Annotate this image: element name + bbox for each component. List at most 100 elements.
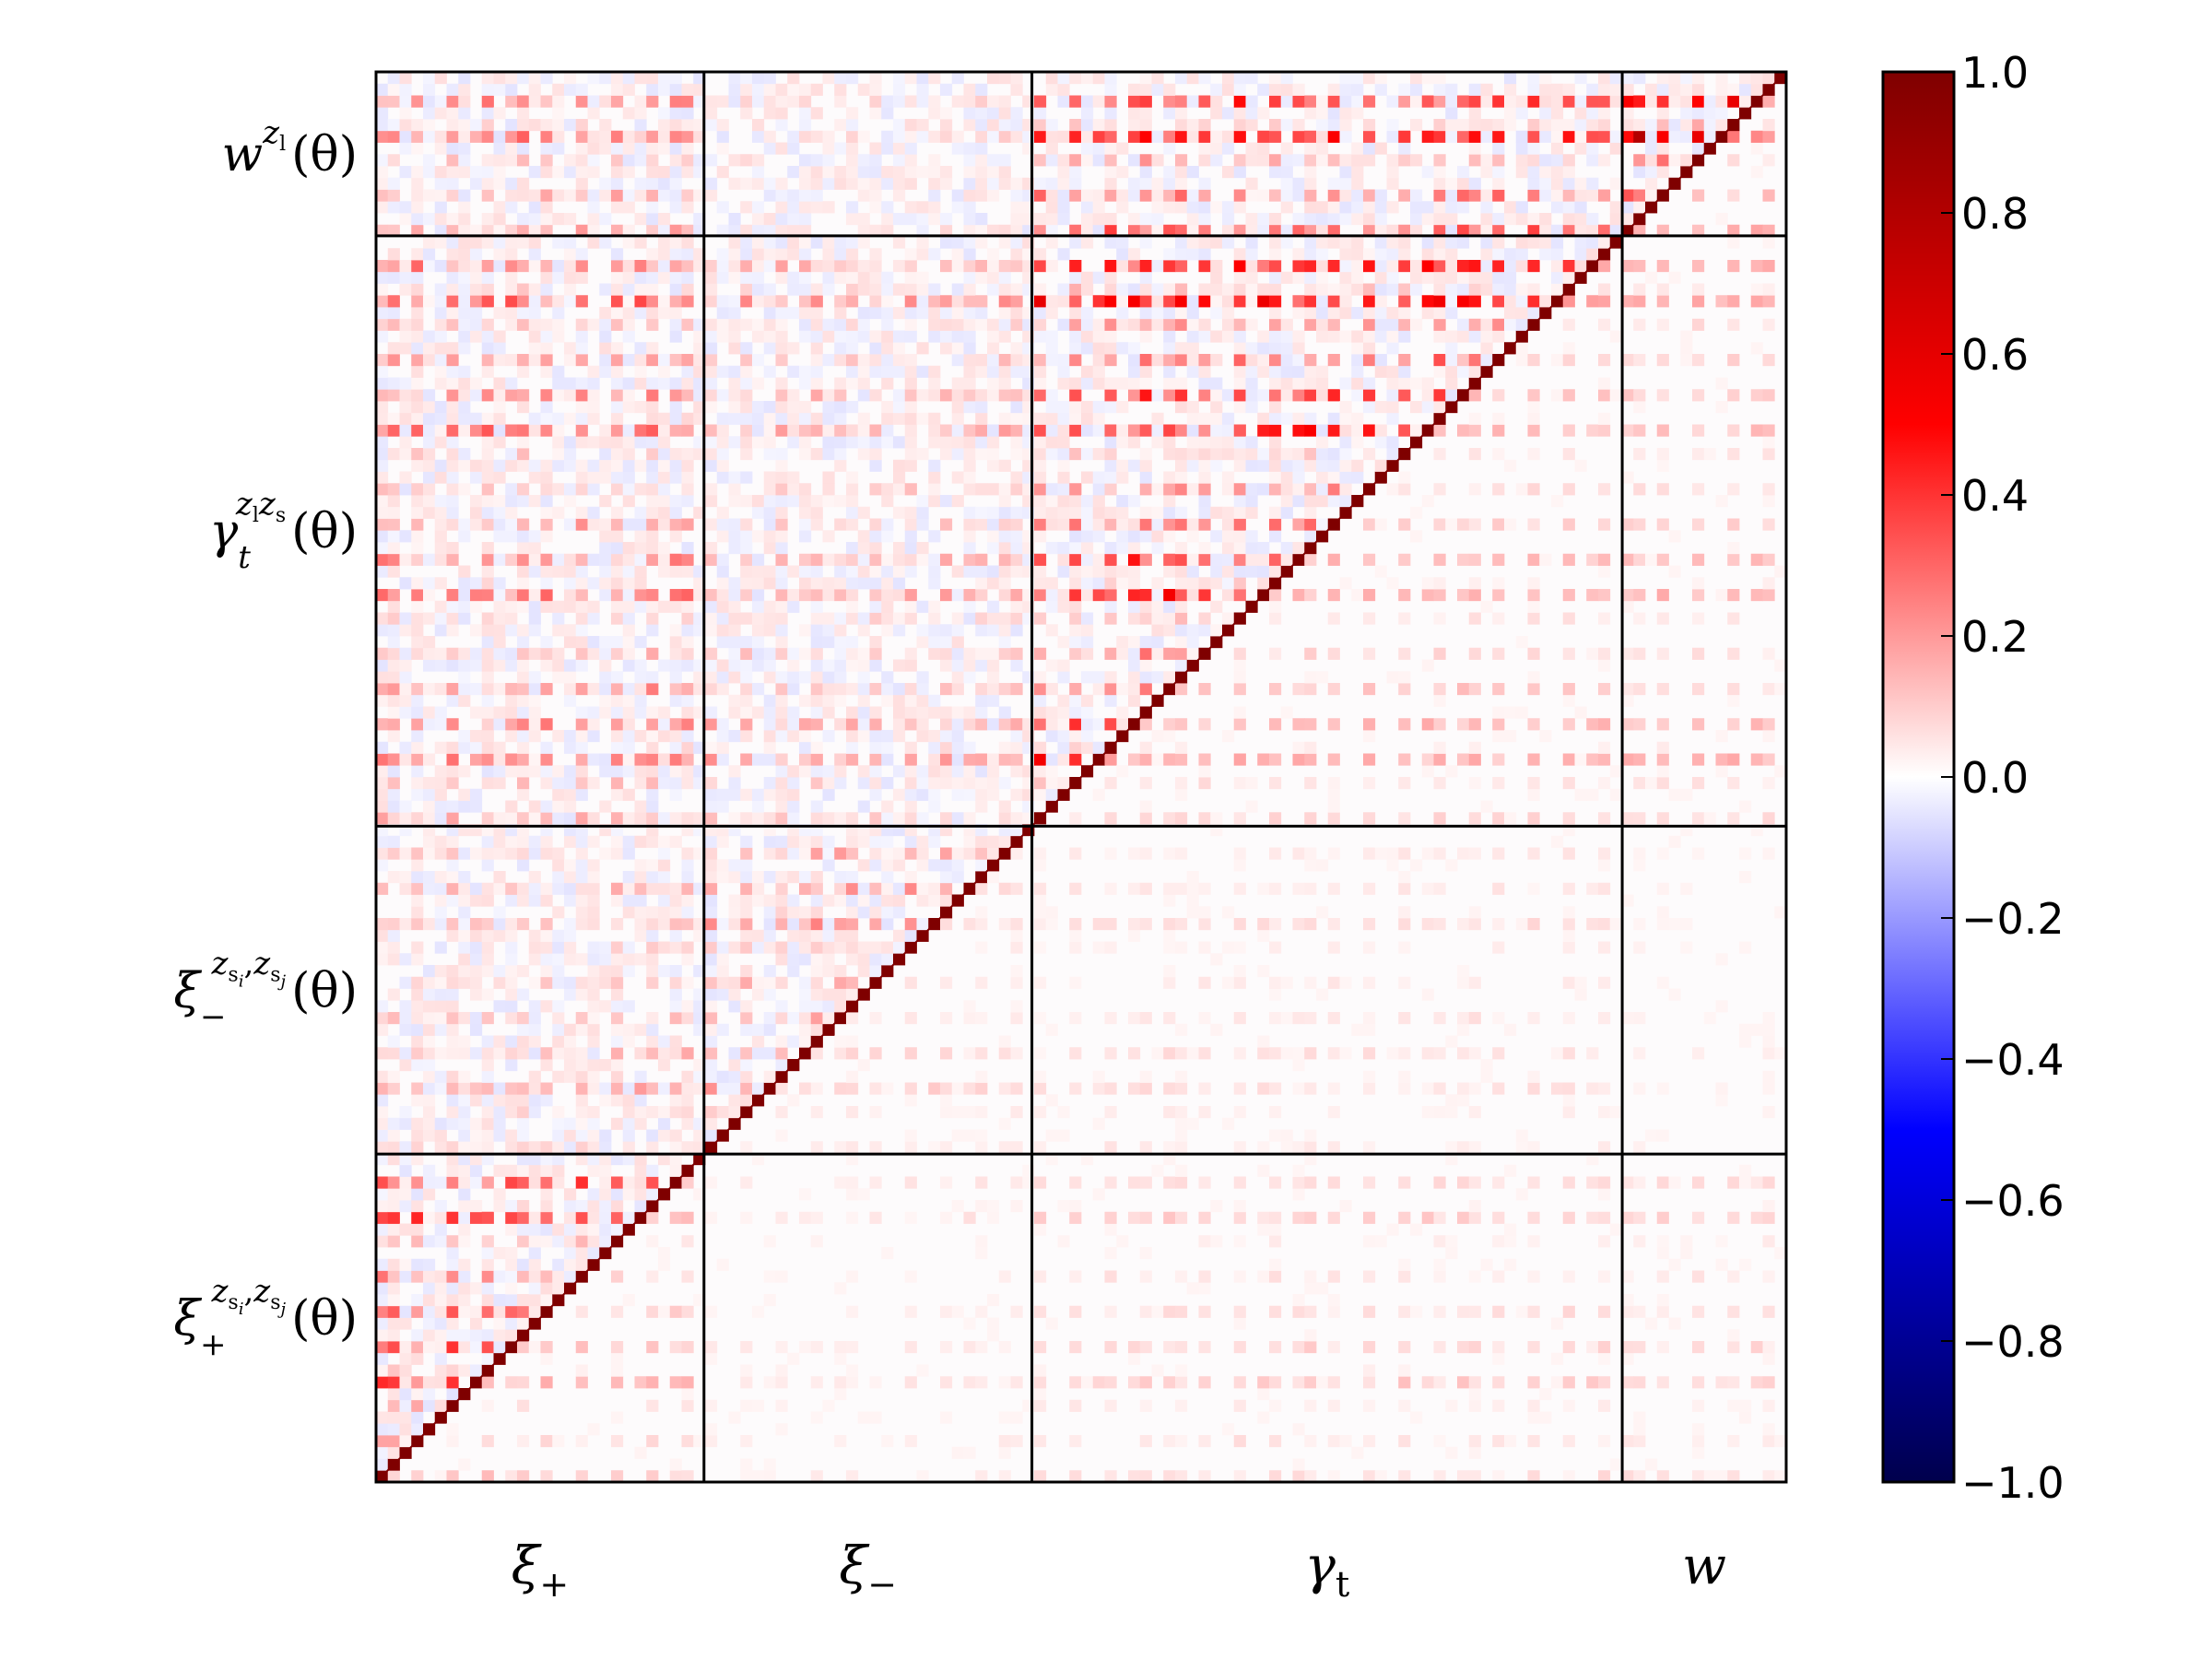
heatmap-cell: [669, 565, 682, 578]
heatmap-cell: [470, 495, 483, 508]
heatmap-cell: [1034, 130, 1047, 143]
heatmap-cell: [1034, 565, 1047, 578]
heatmap-cell: [399, 1223, 412, 1236]
heatmap-cell: [752, 201, 765, 214]
heatmap-cell: [928, 1141, 941, 1154]
heatmap-cell: [599, 448, 612, 461]
heatmap-cell: [646, 530, 659, 543]
heatmap-cell: [434, 718, 447, 731]
heatmap-cell: [1092, 553, 1105, 566]
heatmap-cell: [857, 283, 870, 296]
heatmap-cell: [846, 377, 859, 390]
heatmap-cell: [998, 624, 1011, 637]
heatmap-cell: [1139, 377, 1152, 390]
heatmap-cell: [740, 448, 753, 461]
heatmap-cell: [411, 166, 424, 179]
heatmap-cell: [505, 1223, 518, 1236]
heatmap-cell: [552, 1070, 565, 1083]
heatmap-cell: [822, 201, 835, 214]
heatmap-cell: [1104, 589, 1117, 602]
heatmap-cell: [1233, 976, 1246, 989]
heatmap-cell: [587, 706, 600, 719]
heatmap-cell: [1069, 1176, 1082, 1189]
heatmap-cell: [728, 330, 741, 343]
heatmap-cell: [951, 401, 964, 414]
heatmap-cell: [669, 530, 682, 543]
heatmap-cell: [1081, 95, 1094, 108]
heatmap-cell: [646, 295, 659, 308]
heatmap-cell: [458, 882, 471, 895]
heatmap-cell: [540, 882, 553, 895]
heatmap-cell: [928, 389, 941, 402]
heatmap-cell: [587, 213, 600, 226]
heatmap-cell: [564, 83, 577, 96]
heatmap-cell: [822, 166, 835, 179]
heatmap-cell: [669, 882, 682, 895]
heatmap-cell: [787, 166, 800, 179]
heatmap-cell: [740, 318, 753, 331]
heatmap-cell: [834, 1082, 847, 1095]
heatmap-cell: [552, 624, 565, 637]
heatmap-cell: [387, 1129, 400, 1142]
heatmap-cell: [681, 636, 694, 649]
heatmap-cell: [846, 730, 859, 743]
heatmap-cell: [434, 847, 447, 860]
heatmap-cell: [376, 671, 389, 684]
heatmap-cell: [411, 624, 424, 637]
heatmap-cell: [387, 248, 400, 261]
heatmap-cell: [575, 342, 588, 355]
heatmap-cell: [822, 401, 835, 414]
heatmap-cell: [622, 647, 635, 660]
heatmap-cell: [951, 436, 964, 449]
heatmap-cell: [423, 448, 436, 461]
heatmap-cell: [998, 777, 1011, 790]
heatmap-cell: [904, 1082, 917, 1095]
heatmap-cell: [1128, 671, 1141, 684]
heatmap-cell: [1045, 436, 1058, 449]
heatmap-cell: [423, 1341, 436, 1354]
heatmap-cell: [387, 800, 400, 813]
heatmap-cell: [411, 483, 424, 496]
heatmap-cell: [587, 1047, 600, 1060]
heatmap-cell: [1034, 283, 1047, 296]
heatmap-cell: [411, 95, 424, 108]
heatmap-cell: [470, 236, 483, 249]
heatmap-cell: [434, 1200, 447, 1213]
heatmap-cell: [434, 506, 447, 519]
heatmap-cell: [799, 401, 812, 414]
heatmap-cell: [1034, 1223, 1047, 1236]
heatmap-cell: [869, 589, 882, 602]
heatmap-cell: [951, 236, 964, 249]
heatmap-cell: [458, 1458, 471, 1471]
heatmap-cell: [904, 307, 917, 320]
heatmap-cell: [646, 83, 659, 96]
heatmap-cell: [387, 718, 400, 731]
heatmap-cell: [646, 871, 659, 884]
heatmap-cell: [1034, 1399, 1047, 1412]
heatmap-cell: [1069, 918, 1082, 931]
heatmap-cell: [446, 307, 459, 320]
heatmap-cell: [505, 941, 518, 954]
heatmap-cell: [763, 1270, 776, 1283]
heatmap-cell: [705, 342, 718, 355]
heatmap-cell: [1198, 553, 1211, 566]
heatmap-cell: [658, 1106, 671, 1119]
heatmap-cell: [810, 882, 823, 895]
heatmap-cell: [434, 166, 447, 179]
heatmap-cell: [787, 600, 800, 613]
heatmap-cell: [998, 612, 1011, 625]
heatmap-cell: [834, 1388, 847, 1401]
heatmap-cell: [904, 365, 917, 378]
heatmap-cell: [1034, 518, 1047, 531]
heatmap-cell: [951, 777, 964, 790]
heatmap-cell: [1222, 424, 1235, 437]
heatmap-cell: [740, 436, 753, 449]
heatmap-cell: [822, 436, 835, 449]
heatmap-cell: [517, 283, 530, 296]
heatmap-cell: [646, 1235, 659, 1248]
heatmap-cell: [517, 918, 530, 931]
heatmap-cell: [928, 72, 941, 85]
heatmap-cell: [1186, 906, 1199, 919]
heatmap-cell: [775, 600, 788, 613]
heatmap-cell: [669, 906, 682, 919]
